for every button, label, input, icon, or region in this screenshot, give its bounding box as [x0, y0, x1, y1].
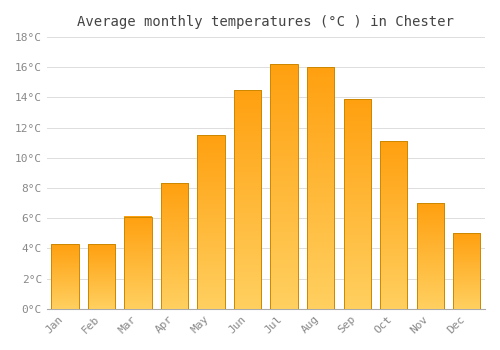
Bar — [453, 233, 480, 309]
Bar — [161, 183, 188, 309]
Bar — [380, 141, 407, 309]
Bar — [416, 203, 444, 309]
Bar — [270, 64, 298, 309]
Bar — [234, 90, 262, 309]
Bar — [124, 217, 152, 309]
Bar — [52, 244, 79, 309]
Bar — [344, 99, 371, 309]
Bar — [307, 67, 334, 309]
Title: Average monthly temperatures (°C ) in Chester: Average monthly temperatures (°C ) in Ch… — [78, 15, 454, 29]
Bar — [88, 244, 116, 309]
Bar — [198, 135, 225, 309]
